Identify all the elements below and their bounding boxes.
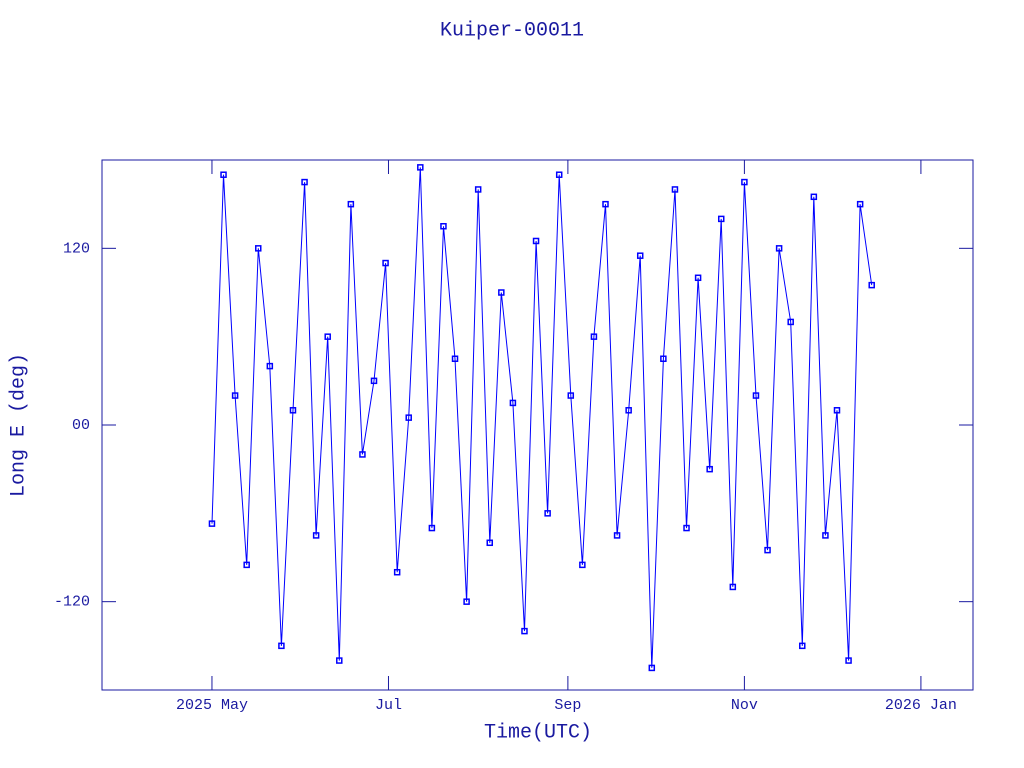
data-point — [741, 178, 748, 186]
data-point — [440, 223, 447, 230]
data-point — [359, 451, 366, 458]
data-point — [255, 245, 262, 252]
data-point — [822, 532, 829, 539]
data-point — [648, 664, 656, 672]
data-point — [312, 532, 320, 539]
data-point — [509, 399, 517, 407]
data-point — [567, 392, 575, 399]
x-tick-label: Sep — [554, 697, 581, 714]
data-point — [787, 318, 794, 326]
data-point — [451, 355, 459, 362]
data-point — [799, 642, 806, 650]
data-point — [231, 392, 239, 399]
data-point — [579, 561, 586, 569]
data-point — [694, 274, 702, 282]
data-point — [706, 465, 713, 473]
data-point — [764, 546, 771, 554]
plot-frame — [101, 159, 974, 691]
data-point — [729, 583, 737, 591]
data-point — [336, 657, 343, 664]
data-point — [521, 627, 528, 635]
data-point — [717, 215, 725, 223]
data-point — [463, 598, 470, 605]
data-point — [289, 407, 297, 414]
data-point — [498, 289, 505, 296]
x-tick-label: 2026 Jan — [885, 697, 957, 714]
data-point — [544, 510, 551, 517]
data-point — [405, 414, 412, 421]
data-point — [324, 333, 331, 340]
data-point — [486, 539, 494, 547]
data-line — [211, 167, 873, 668]
data-point — [393, 568, 401, 576]
data-point — [856, 200, 864, 208]
data-point — [868, 281, 875, 289]
x-tick-label: Jul — [375, 697, 402, 714]
data-point — [278, 642, 285, 650]
data-point — [625, 407, 632, 414]
y-tick-label: 00 — [72, 417, 90, 434]
data-point — [532, 237, 540, 245]
x-tick-label: 2025 May — [176, 697, 248, 714]
data-point — [660, 355, 667, 362]
y-tick-label: 120 — [63, 240, 90, 257]
data-point — [613, 532, 621, 539]
x-tick-label: Nov — [731, 697, 758, 714]
data-point — [833, 407, 841, 414]
y-tick-label: -120 — [54, 594, 90, 611]
data-point — [428, 524, 436, 532]
data-point — [370, 377, 378, 385]
data-point — [555, 171, 563, 178]
plot-area — [208, 164, 875, 672]
data-point — [590, 333, 598, 340]
data-point — [417, 164, 424, 171]
chart-title: Kuiper-00011 — [440, 19, 584, 42]
data-point — [301, 178, 308, 186]
data-point — [474, 186, 482, 193]
data-point — [752, 392, 760, 399]
data-point — [636, 252, 644, 259]
data-point — [208, 520, 216, 527]
data-point — [810, 193, 818, 201]
data-point — [671, 186, 679, 193]
data-point — [683, 524, 690, 532]
data-point — [220, 171, 227, 178]
data-point — [382, 259, 389, 267]
data-point — [775, 245, 783, 252]
y-axis-title: Long E (deg) — [7, 353, 30, 497]
data-point — [243, 561, 250, 569]
data-point — [347, 200, 355, 208]
data-point — [602, 200, 609, 208]
x-axis-title: Time(UTC) — [484, 721, 592, 744]
data-point — [845, 657, 852, 664]
data-point — [266, 362, 274, 370]
